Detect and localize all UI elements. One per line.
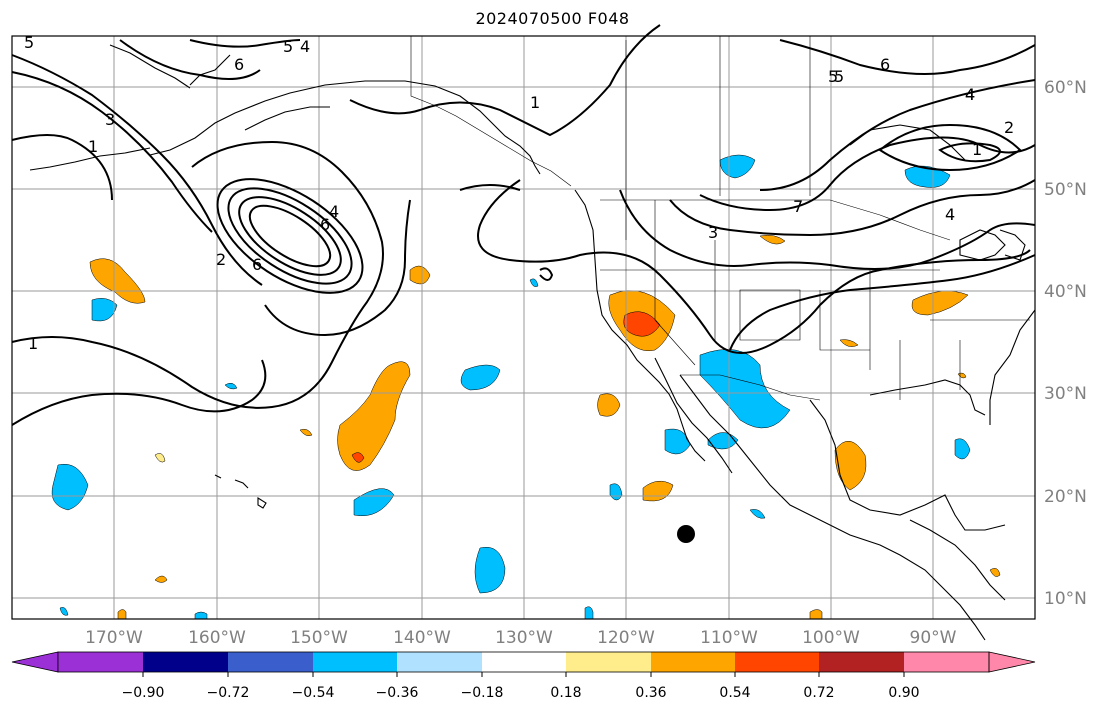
- contour-label: 1: [88, 137, 98, 156]
- contour-label: 4: [965, 85, 975, 104]
- colorbar-segment: [313, 652, 397, 672]
- political-borders: [410, 36, 1030, 401]
- contour-label: 3: [708, 223, 718, 242]
- map-title: 2024070500 F048: [475, 9, 630, 28]
- latitude-labels: 60°N 50°N 40°N 30°N 20°N 10°N: [1044, 78, 1087, 609]
- colorbar-tick-label: −0.18: [461, 685, 504, 701]
- lon-label: 110°W: [700, 628, 758, 648]
- colorbar-tick-label: −0.90: [122, 685, 165, 701]
- location-marker: [677, 525, 695, 543]
- colorbar-extend-low: [11, 651, 59, 673]
- contour-label: 5: [834, 67, 844, 86]
- coastlines: [29, 44, 1036, 641]
- colorbar-tick-label: −0.54: [292, 685, 335, 701]
- colorbar-tick-label: −0.36: [376, 685, 419, 701]
- lon-label: 90°W: [910, 628, 957, 648]
- contour-label: 3: [105, 110, 115, 129]
- colorbar-tick-label: −0.72: [207, 685, 250, 701]
- contour-label: 1: [972, 140, 982, 159]
- colorbar-tick-label: 0.72: [803, 685, 834, 701]
- lon-label: 160°W: [188, 628, 246, 648]
- colorbar-tick-label: 0.90: [888, 685, 919, 701]
- colorbar-segment: [143, 652, 228, 672]
- lon-label: 100°W: [802, 628, 860, 648]
- contour-label: 4: [945, 205, 955, 224]
- lat-label: 40°N: [1044, 282, 1087, 302]
- lat-label: 30°N: [1044, 384, 1087, 404]
- lat-label: 20°N: [1044, 487, 1087, 507]
- colorbar-segment: [482, 652, 566, 672]
- lon-label: 140°W: [393, 628, 451, 648]
- colorbar-segment: [735, 652, 819, 672]
- colorbar-segment: [566, 652, 651, 672]
- colorbar-outline: [57, 651, 990, 673]
- anomaly-shading: [51, 154, 1001, 620]
- colorbar-segment: [904, 652, 989, 672]
- colorbar-tick-label: 0.18: [550, 685, 581, 701]
- contour-labels: 5 5 4 6 3 1 1 6 4 6 2 5 4 1 5 6 4 2 1 3 …: [24, 33, 1014, 353]
- colorbar-segment: [58, 652, 143, 672]
- lat-label: 10°N: [1044, 589, 1087, 609]
- contour-label: 5: [24, 33, 34, 52]
- contour-label: 4: [329, 202, 339, 221]
- colorbar-segment: [397, 652, 482, 672]
- colorbar-tick-label: 0.54: [719, 685, 750, 701]
- colorbar-segment: [819, 652, 904, 672]
- contour-label: 2: [216, 250, 226, 269]
- colorbar: −0.90 −0.72 −0.54 −0.36 −0.18 0.18 0.36 …: [11, 651, 1036, 701]
- contour-label: 2: [1004, 118, 1014, 137]
- colorbar-tick-label: 0.36: [635, 685, 666, 701]
- contour-label: 6: [320, 215, 330, 234]
- map-frame: [11, 35, 1036, 620]
- colorbar-segment: [651, 652, 735, 672]
- graticule: [12, 36, 1035, 619]
- colorbar-segment: [228, 652, 313, 672]
- contour-label: 6: [880, 55, 890, 74]
- contour-label: 6: [234, 55, 244, 74]
- contour-label: 5: [283, 37, 293, 56]
- contour-label: 6: [252, 255, 262, 274]
- contour-lines: [11, 24, 1036, 426]
- longitude-labels: 170°W 160°W 150°W 140°W 130°W 120°W 110°…: [85, 628, 957, 648]
- contour-label: 4: [965, 85, 975, 104]
- contour-label: 5: [828, 67, 838, 86]
- lon-label: 150°W: [290, 628, 348, 648]
- lon-label: 170°W: [85, 628, 143, 648]
- contour-label: 7: [793, 197, 803, 216]
- contour-label: 1: [28, 334, 38, 353]
- lon-label: 130°W: [495, 628, 553, 648]
- contour-label: 4: [300, 37, 310, 56]
- lat-label: 50°N: [1044, 180, 1087, 200]
- lon-label: 120°W: [597, 628, 655, 648]
- lat-label: 60°N: [1044, 78, 1087, 98]
- contour-label: 1: [530, 93, 540, 112]
- colorbar-extend-high: [988, 651, 1036, 673]
